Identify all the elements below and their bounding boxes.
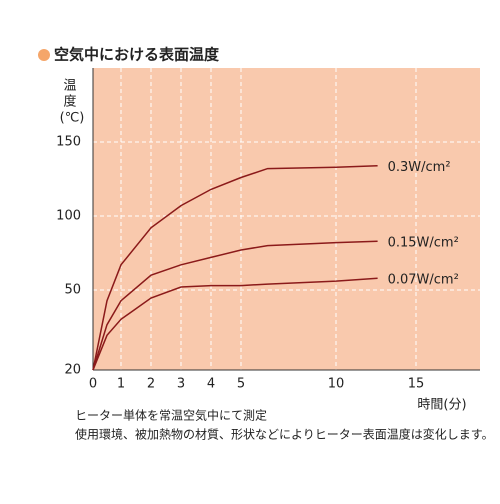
series-line [92, 164, 378, 371]
x-tick-label: 5 [237, 377, 245, 392]
x-tick-label: 15 [408, 377, 425, 392]
x-tick-label: 0 [89, 377, 97, 392]
y-tick-label: 50 [64, 283, 81, 298]
x-tick-label: 2 [147, 377, 155, 392]
x-tick-label: 10 [328, 377, 345, 392]
x-axis-label: 時間(分) [417, 398, 466, 413]
x-tick-label: 3 [177, 377, 185, 392]
y-tick-label: 150 [56, 135, 81, 150]
y-axis-label: 温 [63, 79, 76, 94]
y-tick-label: 20 [64, 363, 81, 378]
y-axis-label: 度 [63, 94, 76, 110]
series-line [92, 240, 378, 371]
x-tick-label: 1 [117, 377, 125, 392]
note: ヒーター単体を常温空気中にて測定 [75, 408, 267, 423]
note: 使用環境、被加熱物の材質、形状などによりヒーター表面温度は変化します。 [75, 427, 494, 442]
x-tick-label: 4 [207, 377, 215, 392]
y-tick-label: 100 [56, 209, 81, 224]
chart-title: 空気中における表面温度 [54, 46, 220, 64]
series-label: 0.07W/cm² [388, 273, 459, 288]
series-line [92, 277, 378, 371]
y-axis-label: (℃) [60, 111, 85, 126]
title-bullet [38, 49, 50, 61]
series-label: 0.15W/cm² [388, 236, 459, 251]
series-label: 0.3W/cm² [388, 160, 451, 175]
